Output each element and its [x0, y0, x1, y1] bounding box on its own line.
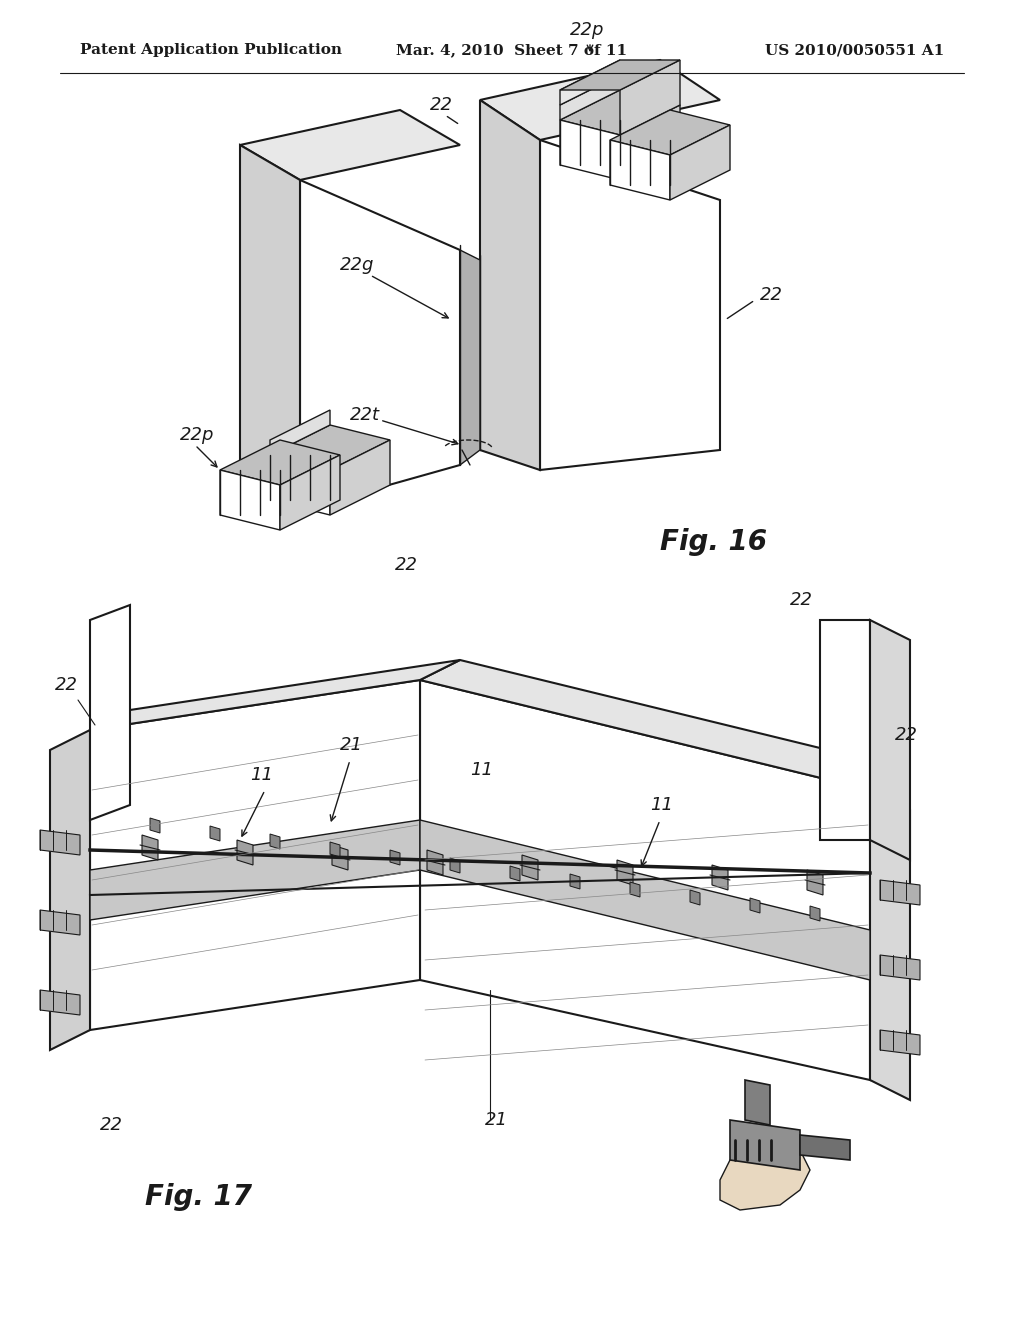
- Polygon shape: [610, 110, 730, 154]
- Polygon shape: [270, 411, 330, 455]
- Polygon shape: [220, 470, 280, 531]
- Polygon shape: [280, 455, 340, 531]
- Polygon shape: [270, 425, 390, 470]
- Polygon shape: [870, 620, 910, 861]
- Polygon shape: [730, 1119, 800, 1170]
- Polygon shape: [690, 890, 700, 906]
- Text: Mar. 4, 2010  Sheet 7 of 11: Mar. 4, 2010 Sheet 7 of 11: [396, 44, 628, 57]
- Polygon shape: [220, 440, 340, 484]
- Polygon shape: [237, 840, 253, 865]
- Polygon shape: [300, 180, 460, 510]
- Polygon shape: [150, 818, 160, 833]
- Polygon shape: [560, 59, 680, 90]
- Polygon shape: [620, 106, 680, 180]
- Polygon shape: [240, 110, 460, 180]
- Polygon shape: [720, 1140, 810, 1210]
- Text: Fig. 16: Fig. 16: [660, 528, 767, 556]
- Polygon shape: [610, 140, 670, 201]
- Polygon shape: [870, 789, 910, 1100]
- Polygon shape: [570, 874, 580, 888]
- Text: 22p: 22p: [180, 426, 214, 444]
- Polygon shape: [510, 866, 520, 880]
- Polygon shape: [427, 850, 443, 875]
- Polygon shape: [90, 660, 460, 730]
- Polygon shape: [330, 842, 340, 857]
- Polygon shape: [560, 120, 620, 180]
- Polygon shape: [50, 730, 90, 1049]
- Text: 22: 22: [760, 286, 783, 304]
- Polygon shape: [142, 836, 158, 861]
- Polygon shape: [480, 59, 720, 140]
- Text: 11: 11: [470, 762, 493, 779]
- Text: Patent Application Publication: Patent Application Publication: [80, 44, 342, 57]
- Polygon shape: [460, 249, 480, 465]
- Polygon shape: [745, 1080, 770, 1125]
- Polygon shape: [880, 954, 920, 979]
- Text: US 2010/0050551 A1: US 2010/0050551 A1: [765, 44, 944, 57]
- Polygon shape: [420, 680, 870, 1080]
- Polygon shape: [420, 660, 910, 789]
- Text: 22: 22: [895, 726, 918, 744]
- Text: 22: 22: [430, 96, 453, 114]
- Text: 21: 21: [485, 1111, 508, 1129]
- Polygon shape: [40, 830, 80, 855]
- Text: 11: 11: [250, 766, 273, 784]
- Text: 21: 21: [340, 737, 362, 754]
- Polygon shape: [270, 455, 330, 515]
- Polygon shape: [90, 820, 420, 920]
- Polygon shape: [420, 820, 870, 979]
- Text: 22: 22: [55, 676, 78, 694]
- Polygon shape: [807, 870, 823, 895]
- Polygon shape: [90, 605, 130, 820]
- Polygon shape: [630, 882, 640, 898]
- Polygon shape: [820, 620, 870, 840]
- Text: 22g: 22g: [340, 256, 375, 275]
- Text: 11: 11: [650, 796, 673, 814]
- Polygon shape: [880, 880, 920, 906]
- Polygon shape: [540, 140, 720, 470]
- Polygon shape: [620, 59, 680, 135]
- Polygon shape: [750, 898, 760, 913]
- Polygon shape: [40, 990, 80, 1015]
- Text: 22: 22: [790, 591, 813, 609]
- Polygon shape: [480, 100, 540, 470]
- Polygon shape: [450, 858, 460, 873]
- Polygon shape: [40, 909, 80, 935]
- Polygon shape: [330, 440, 390, 515]
- Polygon shape: [522, 855, 538, 880]
- Polygon shape: [390, 850, 400, 865]
- Polygon shape: [670, 125, 730, 201]
- Text: 22: 22: [100, 1115, 123, 1134]
- Polygon shape: [560, 75, 620, 120]
- Polygon shape: [880, 1030, 920, 1055]
- Polygon shape: [560, 90, 680, 135]
- Polygon shape: [617, 861, 633, 884]
- Text: 22t: 22t: [350, 407, 380, 424]
- Polygon shape: [90, 680, 420, 1030]
- Polygon shape: [800, 1135, 850, 1160]
- Polygon shape: [712, 865, 728, 890]
- Text: 22p: 22p: [570, 21, 604, 40]
- Polygon shape: [270, 834, 280, 849]
- Polygon shape: [210, 826, 220, 841]
- Polygon shape: [332, 845, 348, 870]
- Text: 22: 22: [395, 556, 418, 574]
- Polygon shape: [240, 145, 300, 510]
- Text: Fig. 17: Fig. 17: [145, 1183, 252, 1210]
- Polygon shape: [560, 59, 620, 106]
- Polygon shape: [810, 906, 820, 921]
